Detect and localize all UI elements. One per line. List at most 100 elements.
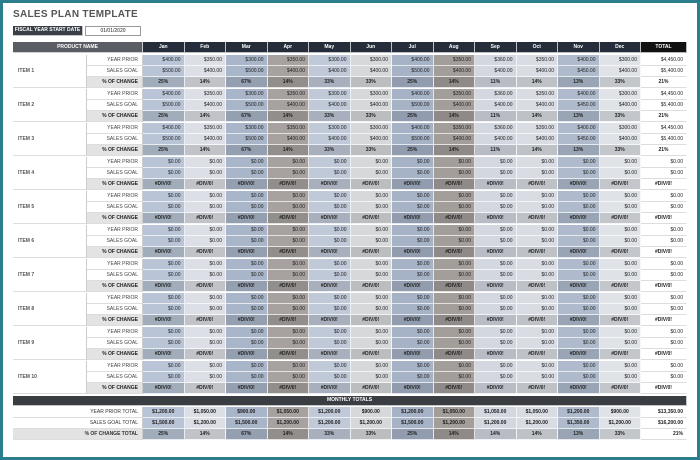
value-cell: $360.00: [475, 89, 517, 100]
value-cell: $0.00: [433, 293, 475, 304]
value-cell: $0.00: [392, 338, 434, 349]
value-cell: #DIV/0!: [309, 247, 351, 258]
grand-total-cell: $13,350.00: [641, 407, 687, 418]
value-cell: $400.00: [267, 66, 309, 77]
value-cell: $0.00: [558, 304, 600, 315]
value-cell: #DIV/0!: [558, 349, 600, 360]
value-cell: 11%: [475, 77, 517, 88]
value-cell: $0.00: [184, 157, 226, 168]
item-name: ITEM 6: [13, 225, 87, 258]
value-cell: $0.00: [516, 361, 558, 372]
totals-cell: $1,350.00: [558, 418, 600, 429]
totals-cell: 33%: [350, 429, 392, 440]
row-label: % OF CHANGE: [87, 383, 143, 394]
total-cell: 21%: [641, 145, 687, 156]
value-cell: #DIV/0!: [558, 383, 600, 394]
value-cell: $0.00: [143, 168, 185, 179]
value-cell: #DIV/0!: [184, 213, 226, 224]
value-cell: $0.00: [226, 327, 268, 338]
totals-cell: $1,500.00: [226, 418, 268, 429]
value-cell: #DIV/0!: [516, 179, 558, 190]
value-cell: #DIV/0!: [267, 349, 309, 360]
column-header: May: [309, 42, 351, 53]
value-cell: $0.00: [143, 270, 185, 281]
value-cell: $350.00: [433, 89, 475, 100]
row-label: SALES GOAL: [87, 270, 143, 281]
value-cell: #DIV/0!: [433, 213, 475, 224]
value-cell: $0.00: [599, 157, 641, 168]
value-cell: 14%: [184, 77, 226, 88]
column-header: Sep: [475, 42, 517, 53]
row-label: % OF CHANGE: [87, 349, 143, 360]
value-cell: $0.00: [267, 168, 309, 179]
value-cell: #DIV/0!: [516, 383, 558, 394]
total-cell: $4,450.00: [641, 55, 687, 66]
value-cell: 33%: [350, 111, 392, 122]
value-cell: $0.00: [184, 202, 226, 213]
value-cell: $0.00: [309, 338, 351, 349]
value-cell: $300.00: [309, 55, 351, 66]
value-cell: $400.00: [184, 100, 226, 111]
value-cell: #DIV/0!: [433, 315, 475, 326]
value-cell: #DIV/0!: [184, 383, 226, 394]
value-cell: $0.00: [475, 225, 517, 236]
value-cell: $0.00: [226, 361, 268, 372]
total-cell: $0.00: [641, 191, 687, 202]
value-cell: $0.00: [433, 191, 475, 202]
value-cell: #DIV/0!: [392, 349, 434, 360]
value-cell: #DIV/0!: [433, 281, 475, 292]
value-cell: $0.00: [392, 293, 434, 304]
value-cell: 14%: [433, 77, 475, 88]
totals-cell: 14%: [184, 429, 226, 440]
column-header: Oct: [516, 42, 558, 53]
value-cell: #DIV/0!: [350, 179, 392, 190]
value-cell: #DIV/0!: [309, 281, 351, 292]
value-cell: $0.00: [516, 157, 558, 168]
value-cell: #DIV/0!: [475, 247, 517, 258]
value-cell: $0.00: [267, 293, 309, 304]
totals-cell: $1,200.00: [143, 407, 185, 418]
value-cell: $400.00: [558, 89, 600, 100]
value-cell: #DIV/0!: [267, 213, 309, 224]
total-cell: $0.00: [641, 157, 687, 168]
value-cell: $0.00: [226, 157, 268, 168]
value-cell: $0.00: [350, 361, 392, 372]
value-cell: $400.00: [392, 89, 434, 100]
value-cell: $0.00: [599, 202, 641, 213]
value-cell: $0.00: [350, 191, 392, 202]
item-name: ITEM 1: [13, 55, 87, 88]
start-date-value: 01/01/2020: [85, 26, 141, 36]
value-cell: #DIV/0!: [184, 349, 226, 360]
value-cell: $0.00: [267, 270, 309, 281]
totals-cell: $1,050.00: [475, 407, 517, 418]
value-cell: #DIV/0!: [599, 179, 641, 190]
value-cell: $0.00: [475, 361, 517, 372]
row-label: YEAR PRIOR: [87, 123, 143, 134]
column-header: Feb: [184, 42, 226, 53]
value-cell: $0.00: [309, 304, 351, 315]
value-cell: #DIV/0!: [226, 281, 268, 292]
value-cell: $0.00: [599, 361, 641, 372]
value-cell: $0.00: [226, 168, 268, 179]
value-cell: $0.00: [143, 157, 185, 168]
value-cell: $0.00: [599, 191, 641, 202]
value-cell: $0.00: [475, 236, 517, 247]
column-header: Mar: [226, 42, 268, 53]
value-cell: $400.00: [558, 55, 600, 66]
value-cell: $300.00: [599, 55, 641, 66]
value-cell: $0.00: [350, 259, 392, 270]
value-cell: $400.00: [599, 134, 641, 145]
value-cell: $0.00: [309, 225, 351, 236]
value-cell: $0.00: [226, 293, 268, 304]
row-label: % OF CHANGE: [87, 247, 143, 258]
value-cell: $0.00: [392, 236, 434, 247]
value-cell: #DIV/0!: [309, 383, 351, 394]
value-cell: #DIV/0!: [558, 179, 600, 190]
value-cell: #DIV/0!: [267, 315, 309, 326]
row-label: YEAR PRIOR: [87, 225, 143, 236]
total-cell: #DIV/0!: [641, 281, 687, 292]
value-cell: $0.00: [433, 259, 475, 270]
value-cell: #DIV/0!: [392, 179, 434, 190]
row-label: SALES GOAL: [87, 168, 143, 179]
item-name: ITEM 9: [13, 327, 87, 360]
